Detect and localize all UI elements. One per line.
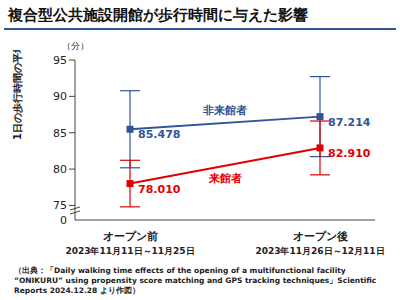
svg-text:オープン後: オープン後 <box>293 230 348 243</box>
svg-text:78.010: 78.010 <box>138 183 181 196</box>
html-text:複合型公共施設開館が歩行時間に与えた影響: 複合型公共施設開館が歩行時間に与えた影響 <box>8 6 308 24</box>
html-text:（分）: （分） <box>62 41 89 51</box>
svg-text:82.910: 82.910 <box>328 147 371 160</box>
svg-text:85.478: 85.478 <box>138 128 180 141</box>
svg-text:80: 80 <box>53 163 67 176</box>
svg-text:85: 85 <box>53 127 67 140</box>
svg-text:87.214: 87.214 <box>328 116 371 129</box>
html-text:（出典：「Daily walking time effect: （出典：「Daily walking time effects of the o… <box>14 266 377 295</box>
svg-text:非来館者: 非来館者 <box>202 104 247 117</box>
svg-text:75: 75 <box>53 199 67 212</box>
svg-text:90: 90 <box>53 90 67 103</box>
svg-text:1日の歩行時間の平均: 1日の歩行時間の平均 <box>12 50 23 140</box>
svg-text:2023年11月26日～12月11日: 2023年11月26日～12月11日 <box>255 246 384 256</box>
svg-text:95: 95 <box>53 54 67 67</box>
svg-text:0: 0 <box>60 214 67 227</box>
svg-text:来館者: 来館者 <box>208 172 242 185</box>
svg-text:2023年11月11日～11月25日: 2023年11月11日～11月25日 <box>65 246 194 256</box>
svg-text:オープン前: オープン前 <box>103 230 158 243</box>
